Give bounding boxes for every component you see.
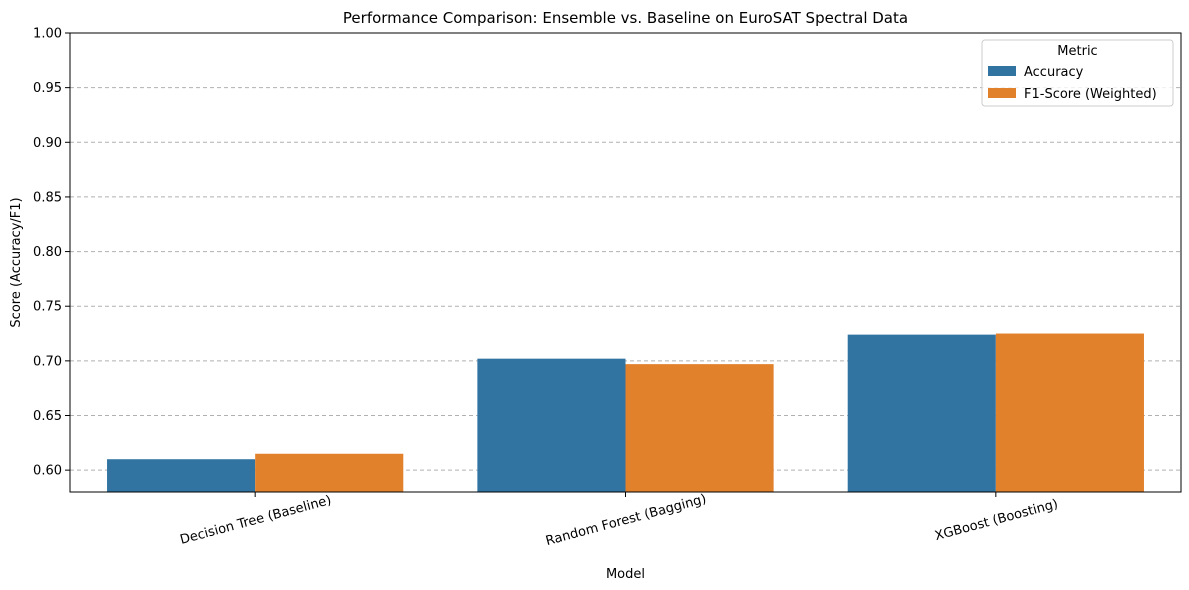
y-tick-label: 0.65 xyxy=(33,409,62,424)
chart-title: Performance Comparison: Ensemble vs. Bas… xyxy=(343,9,908,27)
legend-label: F1-Score (Weighted) xyxy=(1024,87,1157,102)
legend: Metric Accuracy F1-Score (Weighted) xyxy=(981,39,1174,107)
bar-accuracy xyxy=(107,459,256,492)
legend-swatch xyxy=(988,88,1016,98)
y-tick-label: 0.60 xyxy=(33,464,62,479)
y-tick-label: 0.80 xyxy=(33,245,62,260)
x-tick-label: XGBoost (Boosting) xyxy=(933,497,1059,544)
y-tick-label: 0.70 xyxy=(33,354,62,369)
legend-title: Metric xyxy=(1057,44,1097,59)
y-tick-label: 1.00 xyxy=(33,27,62,42)
bar-f1-score xyxy=(625,364,774,492)
y-tick-label: 0.85 xyxy=(33,190,62,205)
legend-box xyxy=(981,39,1174,107)
y-axis: 0.60 0.65 0.70 0.75 0.80 0.85 0.90 0.95 1.00 xyxy=(33,27,70,479)
x-tick-label: Decision Tree (Baseline) xyxy=(179,493,334,548)
bar-f1-score xyxy=(995,333,1144,492)
x-tick-label: Random Forest (Bagging) xyxy=(544,492,708,549)
bars xyxy=(107,333,1144,492)
y-tick-label: 0.95 xyxy=(33,81,62,96)
y-tick-label: 0.90 xyxy=(33,136,62,151)
bar-accuracy xyxy=(477,358,626,492)
bar-f1-score xyxy=(255,453,404,492)
bar-accuracy xyxy=(847,334,996,492)
legend-label: Accuracy xyxy=(1024,65,1084,80)
legend-swatch xyxy=(988,66,1016,76)
x-axis-label: Model xyxy=(606,567,645,582)
y-axis-label: Score (Accuracy/F1) xyxy=(9,197,24,327)
x-axis: Decision Tree (Baseline) Random Forest (B… xyxy=(179,492,1060,549)
y-tick-label: 0.75 xyxy=(33,300,62,315)
